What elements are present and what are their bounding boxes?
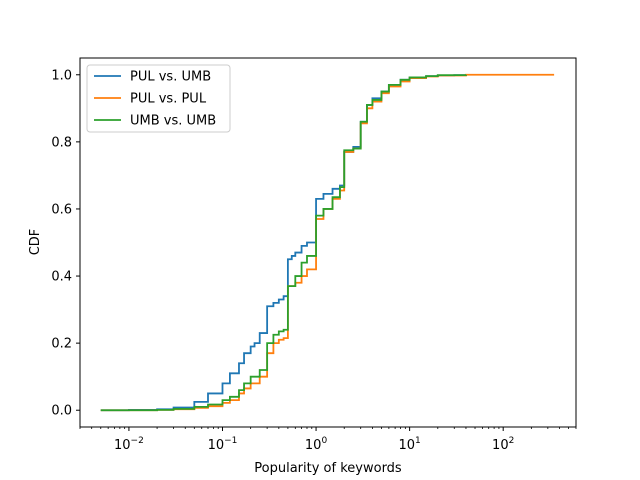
x-tick-label: 102 — [492, 436, 514, 453]
x-tick-label: 10−2 — [114, 436, 144, 453]
axis-layer: 10−2 10−1 100 101 102 0.0 0.2 0.4 0.6 0.8 1.0 — [51, 68, 577, 453]
y-tick-label: 0.0 — [51, 404, 72, 419]
plot-frame — [79, 57, 577, 428]
x-axis-label: Popularity of keywords — [254, 461, 402, 476]
y-tick-label: 0.6 — [51, 202, 72, 217]
y-tick-label: 0.2 — [51, 337, 72, 352]
legend: PUL vs. UMB PUL vs. PUL UMB vs. UMB — [86, 64, 231, 133]
y-tick-label: 0.8 — [51, 135, 72, 150]
series-layer — [100, 73, 555, 412]
legend-box — [86, 64, 231, 133]
series-line-3 — [100, 74, 467, 412]
x-tick-label: 100 — [305, 436, 328, 453]
x-tick-label: 101 — [398, 436, 420, 453]
legend-label-2: PUL vs. PUL — [130, 92, 207, 107]
legend-label-1: PUL vs. UMB — [130, 70, 211, 85]
y-tick-label: 0.4 — [51, 270, 72, 285]
x-tick-label: 10−1 — [208, 436, 238, 453]
y-axis-label: CDF — [28, 229, 43, 256]
legend-label-3: UMB vs. UMB — [130, 114, 216, 129]
y-tick-label: 1.0 — [51, 68, 72, 83]
